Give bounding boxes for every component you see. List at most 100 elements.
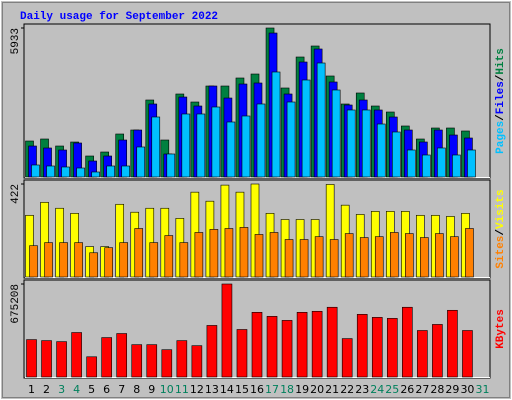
- bar: [281, 320, 293, 378]
- bar: [452, 154, 461, 178]
- bar: [106, 165, 115, 178]
- x-tick-label: 12: [190, 383, 204, 396]
- x-tick-label: 3: [58, 383, 65, 396]
- bar: [344, 233, 354, 278]
- bar: [391, 131, 401, 178]
- x-tick-label: 2: [43, 383, 50, 396]
- legend: Pages/Files/Hits: [495, 48, 507, 154]
- bar: [121, 165, 131, 178]
- x-tick-label: 21: [325, 383, 339, 396]
- bar: [74, 242, 83, 278]
- bar: [435, 233, 444, 278]
- bar: [316, 62, 326, 178]
- bar: [26, 339, 37, 378]
- x-tick-label: 16: [250, 383, 264, 396]
- x-tick-label: 22: [340, 383, 354, 396]
- bar: [299, 239, 309, 278]
- bar: [286, 101, 296, 178]
- bar: [191, 345, 203, 378]
- legend-entry: Pages: [495, 121, 507, 154]
- x-tick-label: 13: [205, 383, 219, 396]
- x-tick-label: 1: [28, 383, 35, 396]
- bar: [407, 149, 416, 178]
- bar: [206, 325, 218, 378]
- bar: [447, 309, 458, 378]
- x-tick-label: 25: [385, 383, 399, 396]
- bar: [241, 115, 251, 178]
- bar: [359, 237, 369, 278]
- bar: [176, 340, 188, 378]
- bar: [59, 242, 68, 278]
- bar: [311, 310, 323, 378]
- x-tick-label: 6: [103, 383, 110, 396]
- bar: [236, 329, 248, 378]
- bar: [437, 147, 446, 178]
- bar: [101, 337, 112, 378]
- x-tick-label: 27: [415, 383, 429, 396]
- bar: [271, 71, 281, 178]
- bar: [76, 167, 85, 178]
- bar: [256, 103, 266, 178]
- bar: [151, 116, 161, 178]
- bar: [269, 232, 279, 278]
- bar: [56, 341, 67, 378]
- bar: [405, 233, 414, 278]
- x-tick-label: 10: [160, 383, 174, 396]
- bar: [465, 228, 474, 278]
- chart-title: Daily usage for September 2022: [20, 11, 218, 23]
- bar: [131, 344, 143, 378]
- legend-separator: /: [495, 114, 507, 121]
- bar: [164, 235, 174, 278]
- bar: [226, 121, 236, 178]
- x-tick-label: 26: [400, 383, 414, 396]
- bar: [146, 344, 158, 378]
- bar: [331, 89, 341, 178]
- bar: [239, 227, 249, 278]
- bar: [301, 79, 311, 178]
- legend: KBytes: [495, 309, 507, 349]
- bar: [432, 324, 443, 378]
- bar: [166, 153, 176, 178]
- x-tick-label: 4: [73, 383, 80, 396]
- x-tick-label: 20: [310, 383, 324, 396]
- bar: [181, 113, 191, 178]
- y-tick-label: 5933: [10, 28, 22, 54]
- bar: [161, 349, 173, 378]
- legend-separator: /: [495, 229, 507, 236]
- bar: [389, 232, 399, 278]
- bar: [41, 340, 52, 378]
- bar: [71, 332, 82, 378]
- bar: [422, 154, 431, 178]
- bar: [356, 314, 368, 378]
- x-tick-label: 5: [88, 383, 95, 396]
- bar: [149, 242, 159, 278]
- bar: [224, 228, 234, 278]
- bar: [86, 356, 97, 378]
- bar: [91, 171, 100, 178]
- bar: [326, 306, 338, 378]
- bar: [254, 234, 264, 278]
- x-tick-label: 28: [430, 383, 444, 396]
- x-tick-label: 24: [370, 383, 384, 396]
- bar: [211, 106, 221, 178]
- bar: [341, 338, 353, 378]
- bar: [450, 236, 459, 278]
- x-tick-label: 8: [133, 383, 140, 396]
- bar: [376, 123, 386, 178]
- bar: [386, 318, 398, 378]
- bar: [402, 306, 413, 378]
- legend-entry: Files: [495, 81, 507, 114]
- x-tick-label: 11: [175, 383, 189, 396]
- x-tick-label: 17: [265, 383, 279, 396]
- legend-entry: Hits: [495, 48, 507, 74]
- y-tick-label: 675208: [10, 284, 22, 324]
- bar: [134, 228, 144, 278]
- bar: [194, 232, 204, 278]
- bar: [314, 236, 324, 278]
- legend: Sites/Visits: [495, 189, 507, 268]
- bar: [116, 333, 128, 378]
- bar: [296, 312, 308, 378]
- y-tick-label: 422: [10, 184, 22, 204]
